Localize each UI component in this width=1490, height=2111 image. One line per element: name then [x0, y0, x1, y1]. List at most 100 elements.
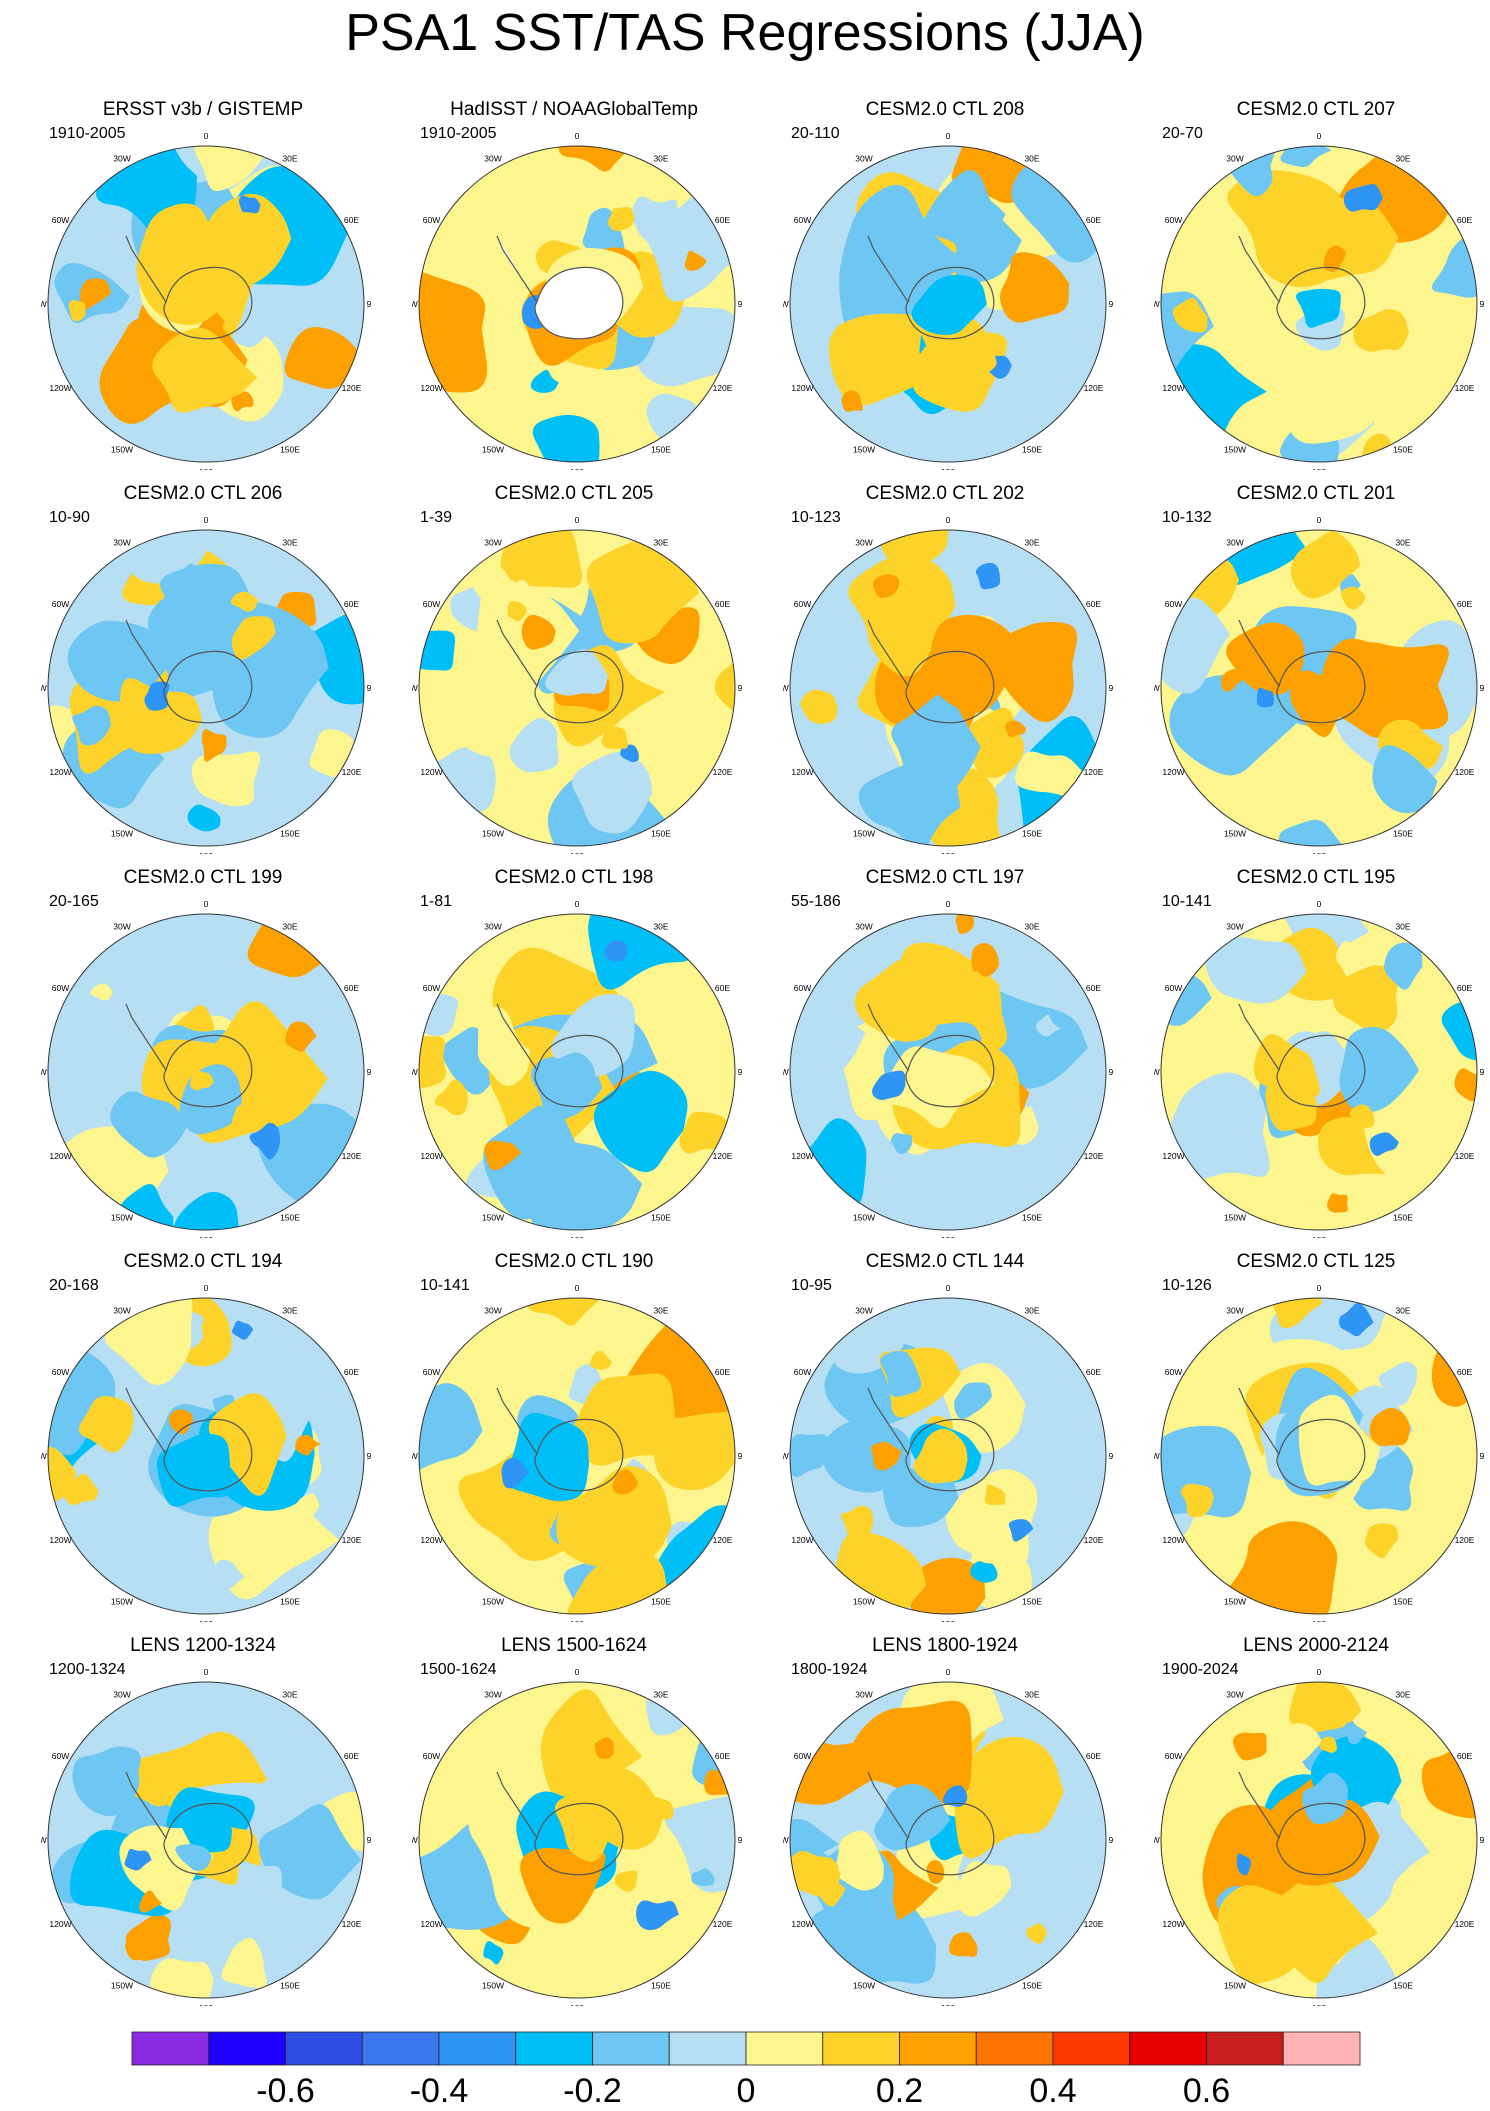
longitude-label: 150E: [651, 1596, 671, 1606]
anomaly-region: [1372, 745, 1438, 814]
longitude-label: 150E: [651, 1212, 671, 1222]
colorbar-swatch: [899, 2031, 977, 2066]
anomaly-region: [664, 1790, 735, 1893]
longitude-label: 60E: [1086, 599, 1101, 609]
anomaly-region: [841, 390, 863, 412]
map-panel: ERSST v3b / GISTEMP 0 30E 60E 90E 120E 150E 180…: [17, 98, 389, 482]
longitude-label: 60W: [1165, 1367, 1182, 1377]
anomaly-region: [908, 1557, 986, 1614]
anomaly-region: [212, 1735, 236, 1754]
map-boundary: [47, 1681, 365, 1999]
anomaly-region: [144, 681, 170, 711]
anomaly-region: [834, 1830, 884, 1891]
longitude-label: 30E: [1024, 922, 1039, 932]
panel-title: CESM2.0 CTL 198: [494, 867, 654, 888]
anomaly-region: [604, 940, 628, 962]
longitude-label: 30E: [1395, 154, 1410, 164]
antarctica-outline: [496, 1771, 624, 1876]
anomaly-region: [594, 1737, 614, 1759]
longitude-label: 150E: [1022, 1980, 1042, 1990]
anomaly-region: [284, 326, 363, 389]
map-panel: CESM2.0 CTL 125 0 30E 60E 90E 120E 150E 180 150W…: [1130, 1250, 1490, 1634]
longitude-label: 60E: [1086, 1751, 1101, 1761]
anomaly-region: [790, 1434, 828, 1478]
longitude-label: 150W: [482, 828, 504, 838]
longitude-label: 60W: [423, 215, 440, 225]
panel-title: CESM2.0 CTL 201: [1236, 483, 1396, 504]
panel-title: CESM2.0 CTL 125: [1236, 1251, 1396, 1272]
longitude-label: 30E: [282, 538, 297, 548]
anomaly-region: [554, 1791, 638, 1862]
longitude-label: 120E: [342, 1151, 362, 1161]
longitude-label: 60E: [344, 983, 359, 993]
anomaly-region: [1213, 530, 1308, 586]
anomaly-region: [601, 726, 628, 749]
longitude-label: 90W: [41, 1067, 47, 1077]
longitude-label: 150W: [853, 828, 875, 838]
anomaly-region: [231, 616, 276, 660]
longitude-label: 120W: [1162, 1151, 1184, 1161]
antarctica-outline: [1238, 1003, 1366, 1108]
colorbar-swatch: [208, 2031, 286, 2066]
anomaly-region: [1256, 687, 1274, 708]
anomaly-region: [1298, 1395, 1381, 1486]
map-panel: CESM2.0 CTL 198 0 30E 60E 90E 120E 150E 180 150W…: [388, 866, 760, 1250]
longitude-label: 90E: [1108, 683, 1113, 693]
antarctica-outline: [496, 235, 624, 340]
antarctica-outline: [125, 619, 253, 724]
longitude-label: 30E: [1024, 1306, 1039, 1316]
longitude-label: 150W: [1224, 444, 1246, 454]
antarctica-outline: [125, 1003, 253, 1108]
longitude-label: 0: [575, 515, 580, 525]
anomaly-region: [954, 1861, 1012, 1917]
panel-years: 20-168: [49, 1277, 99, 1294]
longitude-label: 90W: [783, 1067, 789, 1077]
longitude-label: 90E: [1479, 1835, 1484, 1845]
anomaly-region: [620, 744, 639, 763]
anomaly-region: [949, 1932, 978, 1957]
longitude-label: 120W: [49, 767, 71, 777]
longitude-label: 120W: [1162, 1535, 1184, 1545]
map-panel: LENS 1500-1624 0 30E 60E 90E 120E 150E 180 150W 1…: [388, 1634, 760, 2018]
longitude-label: 30W: [484, 1690, 501, 1700]
longitude-label: 90E: [1108, 299, 1113, 309]
map-boundary: [47, 529, 365, 847]
longitude-label: 150W: [853, 1596, 875, 1606]
longitude-label: 150W: [853, 1212, 875, 1222]
longitude-label: 30E: [1395, 922, 1410, 932]
anomaly-region: [1273, 1723, 1323, 1766]
anomaly-region: [1353, 309, 1409, 352]
longitude-label: 150W: [111, 1980, 133, 1990]
longitude-label: 60E: [715, 1367, 730, 1377]
longitude-label: 60E: [1457, 599, 1472, 609]
longitude-label: 30W: [1226, 538, 1243, 548]
longitude-label: 120W: [420, 767, 442, 777]
panel-title: HadISST / NOAAGlobalTemp: [450, 99, 698, 120]
anomaly-region: [945, 1469, 1038, 1587]
map-boundary: [789, 1681, 1107, 1999]
colorbar-swatch: [131, 2031, 210, 2066]
longitude-label: 30E: [282, 154, 297, 164]
longitude-label: 30E: [653, 154, 668, 164]
figure-title: PSA1 SST/TAS Regressions (JJA): [345, 4, 1145, 62]
anomaly-region: [520, 1847, 606, 1924]
longitude-label: 150E: [1393, 1980, 1413, 1990]
anomaly-region: [840, 1505, 874, 1539]
panel-years: 55-186: [791, 893, 841, 910]
anomaly-region: [882, 1046, 995, 1129]
longitude-label: 60E: [1457, 1751, 1472, 1761]
anomaly-region: [509, 717, 559, 773]
map-boundary: [789, 529, 1107, 847]
longitude-label: 30W: [1226, 1690, 1243, 1700]
longitude-label: 180: [570, 467, 584, 470]
anomaly-region: [1343, 183, 1383, 212]
longitude-label: 90E: [366, 1835, 371, 1845]
anomaly-region: [1204, 936, 1307, 1004]
longitude-label: 90W: [783, 1835, 789, 1845]
longitude-label: 60W: [52, 983, 69, 993]
anomaly-region: [545, 649, 608, 696]
longitude-label: 90W: [41, 683, 47, 693]
longitude-label: 30W: [855, 538, 872, 548]
anomaly-region: [419, 630, 456, 671]
anomaly-region: [966, 341, 998, 373]
